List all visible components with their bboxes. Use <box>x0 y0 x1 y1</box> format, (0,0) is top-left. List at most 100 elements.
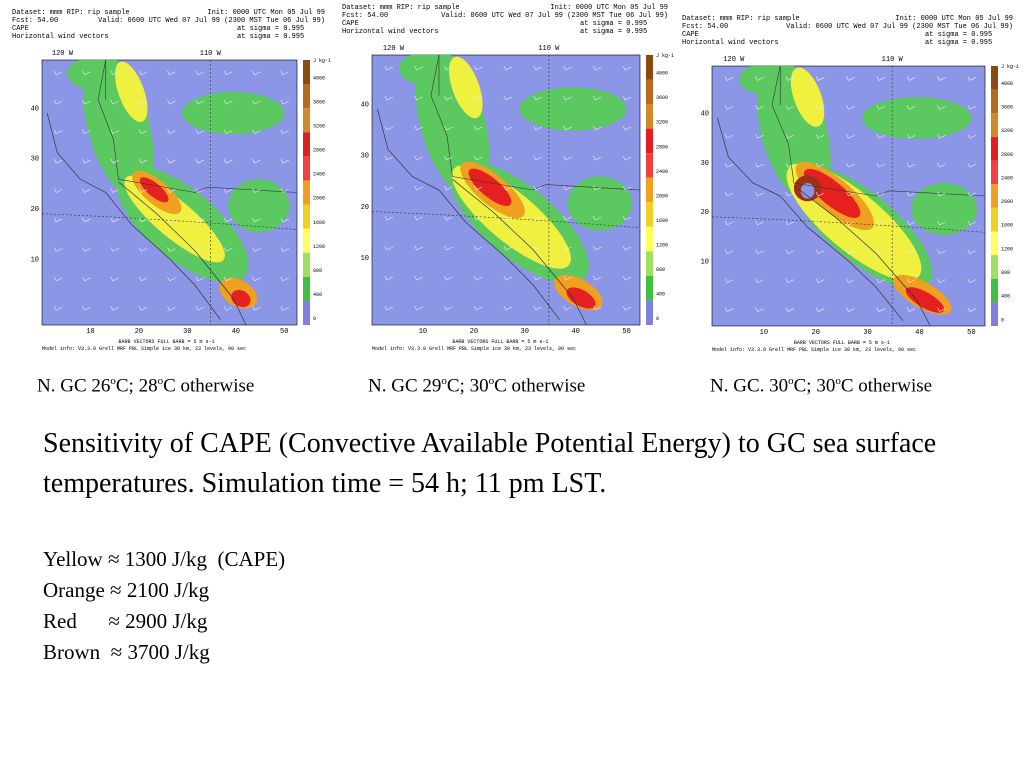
colorbar-swatch <box>991 278 998 303</box>
colorbar-label: 800 <box>1001 270 1010 276</box>
wind-barb <box>906 220 916 226</box>
colorbar-swatch <box>991 302 998 326</box>
border <box>771 66 985 197</box>
wind-barb <box>846 191 855 197</box>
wind-barb <box>252 276 261 282</box>
colorbar-swatch <box>646 128 653 154</box>
legend-line: Orange ≈ 2100 J/kg <box>43 578 210 602</box>
wind-barb <box>563 245 572 251</box>
header-level: at sigma = 0.995 <box>925 39 992 47</box>
wind-barb <box>53 100 63 105</box>
wind-barb <box>223 306 233 311</box>
wind-barb <box>846 76 855 81</box>
wind-barb <box>384 65 394 71</box>
wind-barb <box>563 185 572 191</box>
colorbar-swatch <box>303 84 310 109</box>
wind-barb <box>967 249 976 255</box>
wind-barb <box>785 307 794 312</box>
wind-barb <box>593 125 602 131</box>
wind-barb <box>82 188 91 193</box>
y-axis-label: 10 <box>361 255 369 263</box>
wind-barb <box>138 276 148 282</box>
wind-barb <box>503 95 513 101</box>
header-fcst: Fcst: 54.00 <box>342 12 388 20</box>
colorbar-label: 4000 <box>1001 81 1013 87</box>
colorbar-label: 1600 <box>1001 223 1013 229</box>
colorbar-label: 800 <box>656 267 665 273</box>
wind-barb <box>167 158 176 164</box>
caption: N. GC 29oC; 30oC otherwise <box>368 375 585 397</box>
longitude-label: 120 W <box>383 45 405 53</box>
wind-barb <box>384 185 394 191</box>
wind-barb <box>280 306 289 311</box>
wind-barb <box>503 65 513 71</box>
wind-barb <box>473 95 483 101</box>
header-init: Init: 0000 UTC Mon 05 Jul 99 <box>550 4 668 12</box>
wind-barb <box>937 162 946 168</box>
wind-barb <box>533 215 542 221</box>
wind-barb <box>785 220 794 226</box>
y-axis-label: 30 <box>701 160 709 168</box>
wind-barb <box>815 307 825 312</box>
cape-contour <box>519 87 627 131</box>
wind-barb <box>846 105 855 110</box>
wind-barb <box>138 217 148 223</box>
y-axis-label: 30 <box>361 153 369 161</box>
wind-barb <box>906 134 916 139</box>
caption: N. GC 26oC; 28oC otherwise <box>37 375 254 397</box>
cape-field <box>42 60 297 325</box>
wind-barb <box>755 278 764 283</box>
wind-barb <box>937 191 946 197</box>
caption-part: C otherwise <box>163 375 255 397</box>
colorbar-swatch <box>646 226 653 252</box>
wind-barb <box>110 217 119 223</box>
wind-barb <box>280 70 289 75</box>
x-axis-label: 20 <box>135 328 143 336</box>
wind-barb <box>473 155 483 161</box>
y-axis-label: 20 <box>361 204 369 212</box>
header-vectors: Horizontal wind vectors <box>342 28 439 36</box>
wind-barb <box>846 162 855 168</box>
x-axis-label: 40 <box>915 329 923 337</box>
wind-barb <box>53 217 63 223</box>
wind-barb <box>223 129 233 134</box>
x-axis-label: 40 <box>571 328 579 336</box>
colorbar-unit: J kg-1 <box>1001 64 1019 70</box>
wind-barb <box>533 305 542 311</box>
wind-barb <box>533 275 542 281</box>
wind-barb <box>444 125 453 131</box>
cape-contour <box>911 183 977 235</box>
wind-barb <box>846 249 855 255</box>
header-field: CAPE <box>342 20 359 28</box>
wind-barb <box>724 307 734 312</box>
wind-barb <box>444 65 453 71</box>
wind-barb <box>533 125 542 131</box>
wind-barb <box>906 105 916 110</box>
cape-contour <box>566 287 596 309</box>
wind-barb <box>384 245 394 251</box>
wind-barb <box>110 100 119 105</box>
colorbar-swatch <box>646 300 653 325</box>
colorbar-label: 3600 <box>313 99 325 105</box>
colorbar-swatch <box>303 252 310 277</box>
wind-barb <box>563 155 572 161</box>
caption-part: C; 30 <box>793 375 836 397</box>
color-legend: Yellow ≈ 1300 J/kg (CAPE) Orange ≈ 2100 J… <box>43 544 285 668</box>
colorbar-label: 2400 <box>1001 175 1013 181</box>
wind-barb <box>724 220 734 226</box>
wind-barb <box>195 306 204 311</box>
longitude-label: 110 W <box>882 56 904 64</box>
wind-barb <box>195 247 204 252</box>
colorbar-label: 0 <box>313 316 316 322</box>
wind-barb <box>967 162 976 168</box>
wind-barb <box>876 76 885 81</box>
wind-barb <box>622 185 632 191</box>
colorbar-label: 1200 <box>656 242 668 248</box>
colorbar-label: 3600 <box>656 95 668 101</box>
wind-barb <box>563 95 572 101</box>
colorbar-label: 2800 <box>656 144 668 150</box>
wind-barb <box>533 95 542 101</box>
caption-part: C otherwise <box>494 375 586 397</box>
colorbar-label: 400 <box>656 292 665 298</box>
wind-barb <box>815 76 825 81</box>
